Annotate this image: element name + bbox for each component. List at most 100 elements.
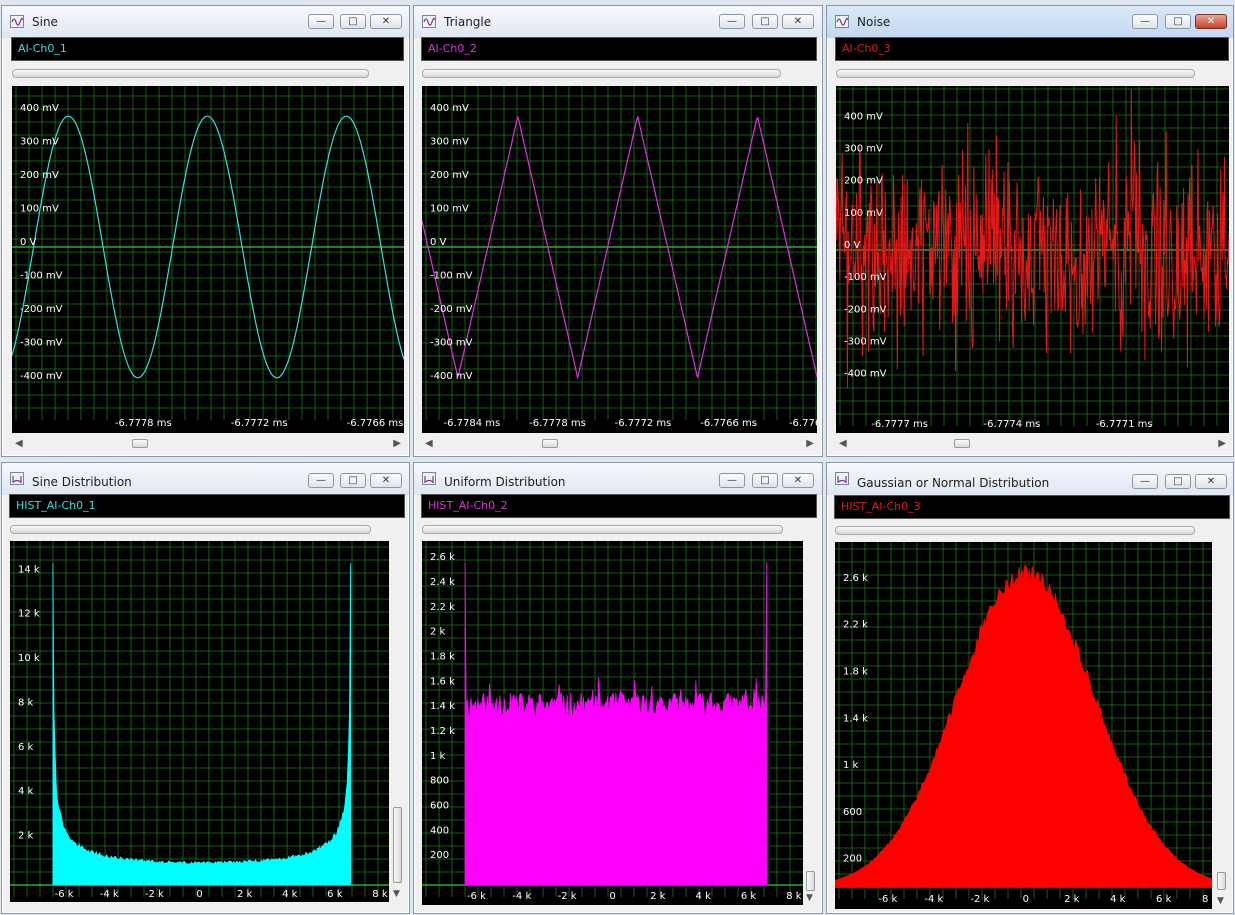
y-tick-label: 12 k bbox=[18, 609, 40, 620]
triangle-window[interactable]: Triangle — □ ✕ AI-Ch0_2 400 mV 300 mV 200 … bbox=[413, 5, 823, 457]
scroll-down-icon[interactable]: ▼ bbox=[806, 893, 813, 903]
close-icon[interactable]: ✕ bbox=[782, 473, 814, 488]
scroll-thumb[interactable] bbox=[393, 807, 402, 883]
gaussian-distribution-window[interactable]: Gaussian or Normal Distribution — □ ✕ HI… bbox=[826, 462, 1234, 914]
histogram-icon bbox=[422, 472, 436, 485]
scroll-right-icon[interactable]: ▶ bbox=[1218, 438, 1226, 449]
x-tick-label: -6.7774 ms bbox=[984, 419, 1041, 430]
y-tick-label: 2.2 k bbox=[430, 602, 455, 613]
channel-name: AI-Ch0_3 bbox=[842, 42, 891, 55]
x-tick-label: -6.7784 ms bbox=[444, 418, 501, 429]
uniform-distribution-window[interactable]: Uniform Distribution — □ ✕ HIST_AI-Ch0_2… bbox=[413, 462, 823, 914]
close-icon[interactable]: ✕ bbox=[370, 473, 402, 488]
vertical-scrollbar[interactable]: ▼ bbox=[1216, 542, 1228, 909]
restore-icon[interactable]: □ bbox=[1165, 474, 1191, 489]
minimize-icon[interactable]: — bbox=[308, 14, 334, 29]
minimize-icon[interactable]: — bbox=[308, 473, 334, 488]
channel-name: HIST_AI-Ch0_2 bbox=[428, 499, 508, 512]
restore-icon[interactable]: □ bbox=[340, 14, 366, 29]
scroll-thumb[interactable] bbox=[954, 439, 970, 448]
y-tick-label: -200 mV bbox=[844, 304, 887, 315]
close-icon[interactable]: ✕ bbox=[782, 14, 814, 29]
top-scrollbar[interactable] bbox=[422, 525, 783, 534]
x-tick-label: -6.7778 ms bbox=[529, 418, 586, 429]
channel-name: HIST_AI-Ch0_3 bbox=[841, 500, 921, 513]
window-title: Triangle bbox=[444, 15, 492, 29]
grid bbox=[12, 86, 404, 420]
sine-window[interactable]: Sine — □ ✕ AI-Ch0_1 400 mV 300 mV 200 mV 10… bbox=[1, 5, 410, 457]
scroll-down-icon[interactable]: ▼ bbox=[393, 889, 400, 899]
sine-distribution-window[interactable]: Sine Distribution — □ ✕ HIST_AI-Ch0_1 14… bbox=[1, 462, 410, 914]
scroll-thumb[interactable] bbox=[542, 439, 558, 448]
top-scrollbar[interactable] bbox=[836, 69, 1195, 78]
horizontal-scrollbar[interactable]: ◀ ▶ bbox=[836, 436, 1229, 453]
top-scrollbar[interactable] bbox=[835, 526, 1195, 535]
chart-svg: 400 mV 300 mV 200 mV 100 mV 0 V -100 mV -200 m… bbox=[12, 86, 404, 429]
restore-icon[interactable]: □ bbox=[1165, 14, 1191, 29]
restore-icon[interactable]: □ bbox=[340, 473, 366, 488]
scroll-left-icon[interactable]: ◀ bbox=[839, 438, 847, 449]
y-tick-label: 200 mV bbox=[844, 176, 883, 187]
top-scrollbar[interactable] bbox=[12, 69, 369, 78]
close-icon[interactable]: ✕ bbox=[370, 14, 402, 29]
restore-icon[interactable]: □ bbox=[752, 473, 778, 488]
scroll-down-icon[interactable]: ▼ bbox=[1217, 896, 1224, 906]
y-tick-label: 0 V bbox=[20, 237, 37, 248]
title-bar[interactable]: Noise — □ ✕ bbox=[827, 6, 1233, 38]
vertical-scrollbar[interactable]: ▼ bbox=[805, 541, 817, 905]
title-bar[interactable]: Gaussian or Normal Distribution — □ ✕ bbox=[827, 463, 1233, 495]
scroll-right-icon[interactable]: ▶ bbox=[393, 438, 401, 449]
x-tick-label: -6.7772 ms bbox=[231, 418, 288, 429]
y-tick-label: 200 mV bbox=[430, 170, 469, 181]
top-scrollbar[interactable] bbox=[422, 69, 781, 78]
plot-area[interactable]: 14 k 12 k 10 k 8 k 6 k 4 k 2 k -6 k -4 k -2 k 0 2 k… bbox=[10, 541, 389, 902]
title-bar[interactable]: Sine Distribution — □ ✕ bbox=[2, 463, 409, 495]
y-tick-label: 1 k bbox=[843, 760, 859, 771]
title-bar[interactable]: Uniform Distribution — □ ✕ bbox=[414, 463, 822, 495]
y-tick-label: 0 V bbox=[844, 240, 861, 251]
vertical-scrollbar[interactable]: ▼ bbox=[392, 541, 404, 902]
plot-area[interactable]: 400 mV 300 mV 200 mV 100 mV 0 V -100 mV -200 m… bbox=[836, 86, 1229, 433]
histogram-area bbox=[464, 562, 768, 886]
minimize-icon[interactable]: — bbox=[1132, 474, 1158, 489]
minimize-icon[interactable]: — bbox=[719, 14, 745, 29]
scroll-left-icon[interactable]: ◀ bbox=[425, 438, 433, 449]
minimize-icon[interactable]: — bbox=[1132, 14, 1158, 29]
plot-area[interactable]: 2.6 k 2.4 k 2.2 k 2 k 1.8 k 1.6 k 1.4 k 1.2 k 1 … bbox=[422, 541, 803, 905]
plot-area[interactable]: 400 mV 300 mV 200 mV 100 mV 0 V -100 mV -200 m… bbox=[422, 86, 817, 433]
scroll-right-icon[interactable]: ▶ bbox=[806, 438, 814, 449]
top-scrollbar[interactable] bbox=[10, 525, 371, 534]
scroll-thumb[interactable] bbox=[806, 871, 815, 891]
x-tick-label: -6.7778 ms bbox=[115, 418, 172, 429]
window-title: Sine Distribution bbox=[32, 475, 132, 489]
y-tick-label: 1.4 k bbox=[843, 713, 868, 724]
y-tick-label: 1.6 k bbox=[430, 676, 455, 687]
scroll-thumb[interactable] bbox=[1217, 872, 1226, 890]
chart-svg: 14 k 12 k 10 k 8 k 6 k 4 k 2 k -6 k -4 k -2 k 0 2 k… bbox=[10, 541, 389, 900]
y-tick-label: -400 mV bbox=[430, 371, 473, 382]
plot-area[interactable]: 2.6 k 2.2 k 1.8 k 1.4 k 1 k 600 200 -6 k -4 k -2 … bbox=[835, 542, 1212, 909]
y-tick-label: 6 k bbox=[18, 742, 34, 753]
x-tick-label: 8 k bbox=[1202, 894, 1212, 905]
noise-window[interactable]: Noise — □ ✕ AI-Ch0_3 400 mV 300 mV 200 mV 1… bbox=[826, 5, 1234, 457]
horizontal-scrollbar[interactable]: ◀ ▶ bbox=[422, 436, 817, 453]
minimize-icon[interactable]: — bbox=[719, 473, 745, 488]
close-icon[interactable]: ✕ bbox=[1195, 14, 1227, 29]
signal-trace bbox=[422, 115, 817, 380]
x-tick-label: 6 k bbox=[741, 891, 757, 902]
close-icon[interactable]: ✕ bbox=[1195, 474, 1227, 489]
scroll-thumb[interactable] bbox=[132, 439, 148, 448]
y-tick-label: 10 k bbox=[18, 653, 40, 664]
plot-area[interactable]: 400 mV 300 mV 200 mV 100 mV 0 V -100 mV -200 m… bbox=[12, 86, 404, 433]
window-title: Gaussian or Normal Distribution bbox=[857, 476, 1050, 490]
restore-icon[interactable]: □ bbox=[752, 14, 778, 29]
y-tick-label: 4 k bbox=[18, 786, 34, 797]
y-tick-label: -400 mV bbox=[20, 371, 63, 382]
channel-label-bar: AI-Ch0_1 bbox=[11, 37, 404, 61]
horizontal-scrollbar[interactable]: ◀ ▶ bbox=[12, 436, 404, 453]
scroll-left-icon[interactable]: ◀ bbox=[15, 438, 23, 449]
channel-label-bar: HIST_AI-Ch0_3 bbox=[834, 495, 1230, 519]
title-bar[interactable]: Sine — □ ✕ bbox=[2, 6, 409, 38]
y-tick-label: -100 mV bbox=[844, 272, 887, 283]
title-bar[interactable]: Triangle — □ ✕ bbox=[414, 6, 822, 38]
